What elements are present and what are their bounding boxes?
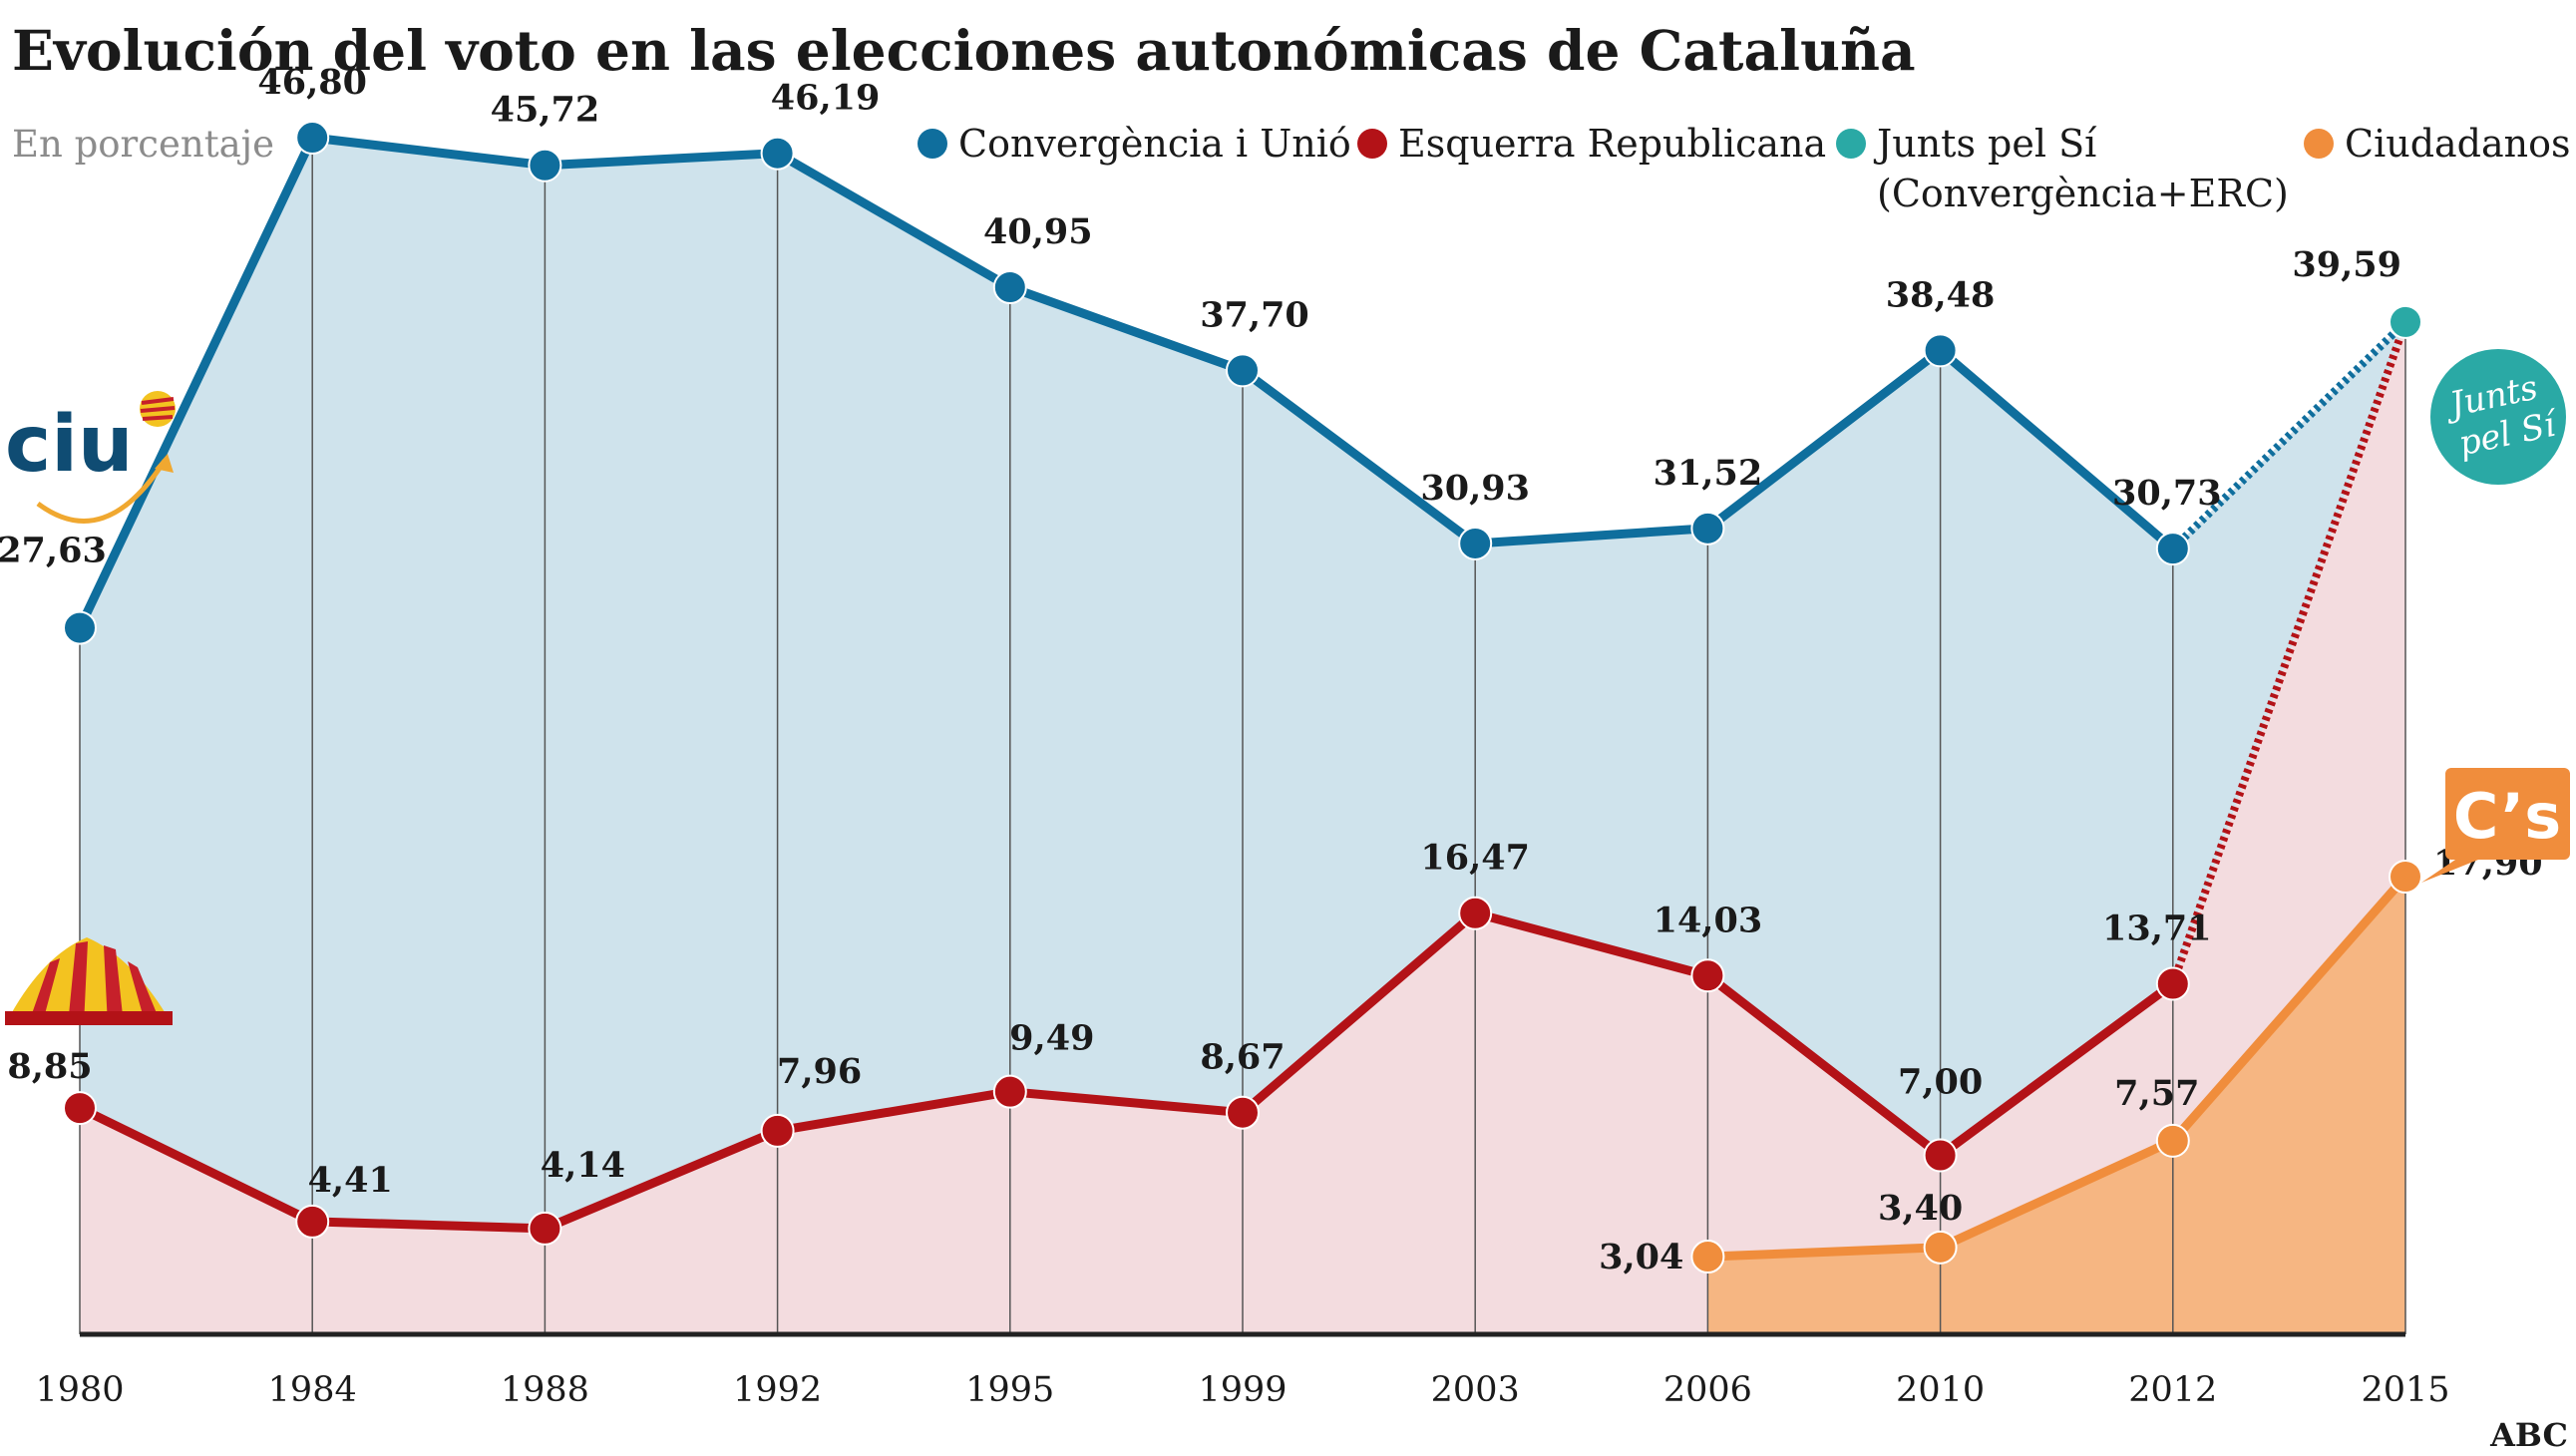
ciu-point-2010 <box>1923 333 1958 368</box>
erc-label-2010: 7,00 <box>1898 1062 1983 1103</box>
x-tick-1992: 1992 <box>733 1370 822 1410</box>
x-tick-2006: 2006 <box>1663 1370 1752 1410</box>
erc-label-1980: 8,85 <box>7 1046 92 1087</box>
ciu-logo-text: ciu <box>5 400 134 490</box>
x-tick-1995: 1995 <box>965 1370 1054 1410</box>
ciu-label-2010: 38,48 <box>1886 274 1996 315</box>
erc-logo-stripes <box>28 941 162 1025</box>
ciu-label-1980: 27,63 <box>0 531 107 571</box>
erc-label-2012: 13,71 <box>2102 908 2212 948</box>
erc-label-1992: 7,96 <box>777 1051 862 1092</box>
ciu-logo-arc <box>36 459 168 524</box>
erc-point-1984 <box>295 1204 330 1239</box>
ciu-point-2006 <box>1690 511 1725 546</box>
ciu-point-1984 <box>295 121 330 156</box>
erc-point-2003 <box>1458 896 1493 930</box>
chart-title: Evolución del voto en las elecciones aut… <box>12 18 1916 83</box>
erc-label-1984: 4,41 <box>308 1160 393 1201</box>
erc-logo <box>5 937 173 1025</box>
ciu-to-junts-dashed-line <box>2170 319 2408 551</box>
x-tick-2010: 2010 <box>1896 1370 1985 1410</box>
x-tick-1980: 1980 <box>35 1370 124 1410</box>
cs-point-2012 <box>2155 1123 2190 1158</box>
ciu-point-1988 <box>528 148 562 182</box>
cs-logo: C’s <box>2421 768 2570 883</box>
x-axis-ticks: 1980 1984 1988 1992 1995 1999 2003 2006 2010 2012… <box>35 1370 2449 1410</box>
x-tick-1984: 1984 <box>268 1370 357 1410</box>
cs-logo-text: C’s <box>2453 780 2561 853</box>
ciu-label-1992: 46,19 <box>771 78 881 119</box>
ciu-point-1992 <box>760 136 795 171</box>
ciu-line <box>75 133 2176 630</box>
erc-point-1980 <box>63 1091 97 1126</box>
legend-marker-junts <box>1836 129 1866 159</box>
legend-marker-erc <box>1357 129 1387 159</box>
cs-area <box>1707 877 2405 1334</box>
series-lines <box>75 133 2409 1262</box>
erc-point-2006 <box>1690 958 1725 993</box>
source-label: ABC <box>2489 1416 2568 1454</box>
legend-label-ciu: Convergència i Unió <box>958 122 1351 166</box>
data-points <box>63 121 2422 1274</box>
data-labels: 27,63 46,80 45,72 46,19 40,95 37,70 30,93 31,52… <box>0 62 2543 1277</box>
ciu-label-1988: 45,72 <box>491 90 600 131</box>
x-tick-2003: 2003 <box>1431 1370 1520 1410</box>
x-tick-2012: 2012 <box>2128 1370 2217 1410</box>
junts-label-2015: 39,59 <box>2292 244 2401 285</box>
erc-point-1988 <box>528 1211 562 1246</box>
erc-point-1999 <box>1226 1095 1260 1130</box>
cs-logo-tail <box>2421 858 2483 883</box>
legend-marker-cs <box>2304 129 2334 159</box>
ciu-label-2006: 31,52 <box>1654 453 1763 494</box>
ciu-label-2012: 30,73 <box>2112 473 2222 514</box>
erc-point-2012 <box>2155 966 2190 1001</box>
legend-label2-junts: (Convergència+ERC) <box>1877 172 2289 215</box>
erc-to-junts-dashed-line <box>2169 320 2409 985</box>
x-tick-1999: 1999 <box>1198 1370 1287 1410</box>
erc-logo-base <box>5 1011 173 1025</box>
ciu-logo-arrow <box>155 454 174 473</box>
erc-label-1995: 9,49 <box>1009 1018 1094 1059</box>
ciu-logo: ciu <box>5 391 176 524</box>
erc-label-2003: 16,47 <box>1420 838 1530 879</box>
cs-point-2006 <box>1690 1240 1725 1274</box>
ciu-point-1995 <box>992 270 1027 305</box>
erc-area <box>80 321 2405 1334</box>
cs-logo-box <box>2445 768 2570 860</box>
x-tick-2015: 2015 <box>2361 1370 2449 1410</box>
ciu-label-1999: 37,70 <box>1200 294 1309 335</box>
ciu-label-1984: 46,80 <box>257 62 367 103</box>
legend-label-erc: Esquerra Republicana <box>1398 122 1826 166</box>
ciu-point-2012 <box>2155 532 2190 566</box>
legend-marker-ciu <box>918 129 947 159</box>
erc-label-1988: 4,14 <box>541 1145 625 1186</box>
legend-label-cs: Ciudadanos <box>2345 122 2571 166</box>
ciu-point-2003 <box>1458 526 1493 560</box>
cs-line <box>1707 874 2409 1262</box>
cs-label-2010: 3,40 <box>1878 1188 1963 1229</box>
erc-point-1995 <box>992 1074 1027 1109</box>
junts-logo: Junts pel Sí <box>2430 349 2566 485</box>
ciu-point-1999 <box>1226 353 1260 388</box>
ciu-label-1995: 40,95 <box>983 211 1093 252</box>
erc-point-1992 <box>760 1113 795 1148</box>
ciu-point-1980 <box>63 610 97 645</box>
legend: Convergència i Unió Esquerra Republicana J… <box>918 122 2571 215</box>
ciu-label-2003: 30,93 <box>1420 468 1530 509</box>
erc-label-1999: 8,67 <box>1200 1037 1285 1078</box>
cs-label-2012: 7,57 <box>2114 1073 2199 1114</box>
junts-logo-circle <box>2430 349 2566 485</box>
legend-label-junts: Junts pel Sí <box>1873 122 2097 166</box>
erc-point-2010 <box>1923 1138 1958 1173</box>
chart-subtitle: En porcentaje <box>12 123 274 166</box>
x-tick-1988: 1988 <box>501 1370 589 1410</box>
ciu-logo-flag-stripes <box>140 397 176 421</box>
cs-point-2015 <box>2389 860 2422 895</box>
cs-label-2006: 3,04 <box>1599 1237 1683 1277</box>
erc-label-2006: 14,03 <box>1654 900 1763 940</box>
junts-point-2015 <box>2389 304 2422 339</box>
cs-point-2010 <box>1923 1230 1958 1265</box>
erc-line <box>78 909 2176 1234</box>
